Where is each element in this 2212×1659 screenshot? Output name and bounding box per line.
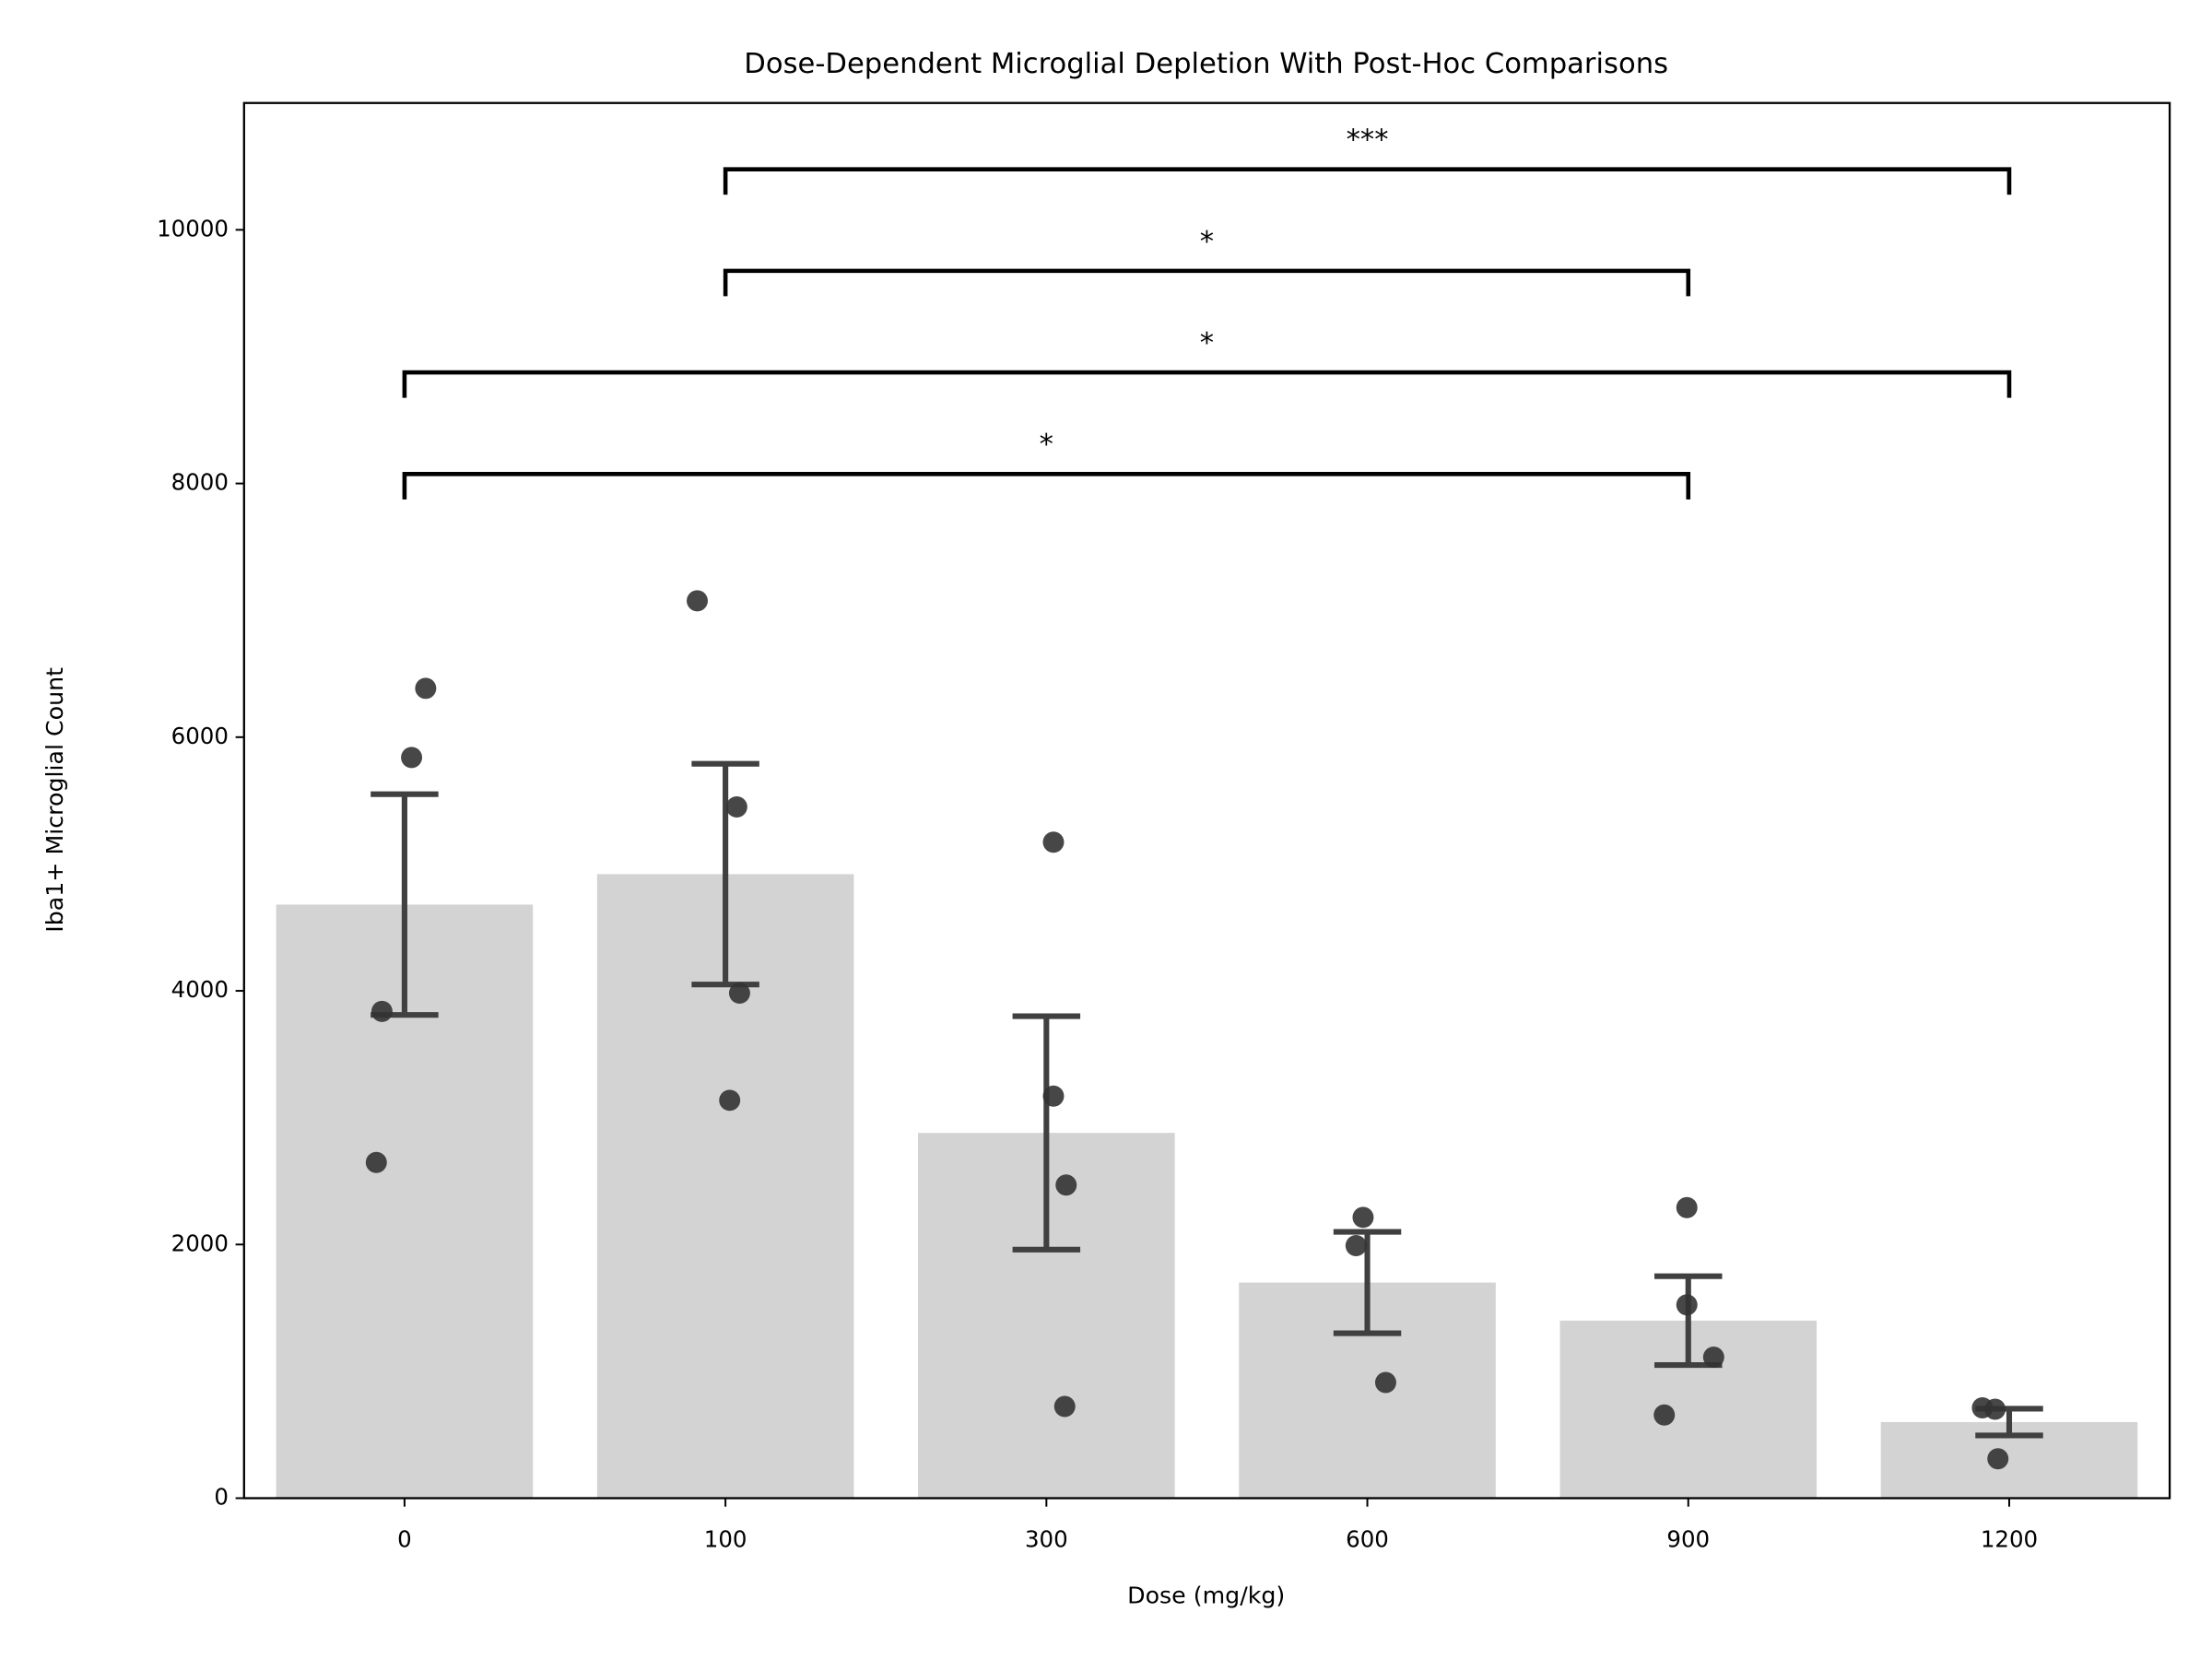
data-point — [365, 1151, 387, 1173]
x-tick-label: 0 — [397, 1525, 412, 1552]
data-point — [1055, 1174, 1077, 1196]
y-axis-label: Iba1+ Microglial Count — [41, 667, 68, 933]
significance-label: * — [1040, 429, 1053, 461]
y-tick-label: 2000 — [171, 1230, 229, 1256]
data-point — [1042, 831, 1065, 853]
error-bar — [691, 760, 759, 988]
significance-label: * — [1200, 226, 1214, 258]
y-tick-label: 8000 — [171, 469, 229, 496]
x-tick-label: 300 — [1025, 1525, 1068, 1552]
x-tick-label: 1200 — [1981, 1525, 2038, 1552]
data-point — [725, 796, 747, 818]
error-bar — [1333, 1229, 1402, 1336]
y-tick-label: 4000 — [171, 976, 229, 1003]
data-point — [1042, 1085, 1065, 1107]
data-point — [1374, 1371, 1396, 1394]
significance-bracket — [402, 370, 2012, 398]
data-point — [1345, 1235, 1367, 1256]
significance-label: * — [1200, 327, 1214, 359]
x-tick-label: 600 — [1346, 1525, 1389, 1552]
y-tick-label: 10000 — [157, 215, 229, 241]
data-point — [401, 747, 423, 769]
y-tick-label: 0 — [214, 1484, 229, 1511]
error-bar — [1012, 1013, 1081, 1253]
data-point — [1676, 1196, 1698, 1218]
data-point — [1653, 1404, 1676, 1426]
data-point — [1352, 1206, 1374, 1229]
data-point — [1676, 1294, 1698, 1316]
plot-frame — [242, 101, 2171, 1500]
data-point — [1984, 1398, 2006, 1420]
x-axis-label: Dose (mg/kg) — [1127, 1583, 1285, 1609]
y-tick-label: 6000 — [171, 723, 229, 749]
significance-label: *** — [1347, 124, 1389, 157]
data-point — [371, 1000, 393, 1022]
data-point — [687, 590, 708, 612]
data-point — [1987, 1448, 2009, 1470]
significance-bracket — [723, 268, 1691, 297]
x-tick-label: 900 — [1666, 1525, 1710, 1552]
significance-bracket — [723, 167, 2012, 195]
data-point — [415, 677, 437, 700]
x-tick-label: 100 — [704, 1525, 747, 1552]
data-point — [719, 1089, 741, 1112]
chart-title: Dose-Dependent Microglial Depletion With… — [744, 48, 1668, 80]
significance-bracket — [402, 471, 1691, 500]
data-point — [728, 982, 750, 1005]
data-point — [1702, 1347, 1724, 1368]
data-point — [1053, 1395, 1076, 1418]
